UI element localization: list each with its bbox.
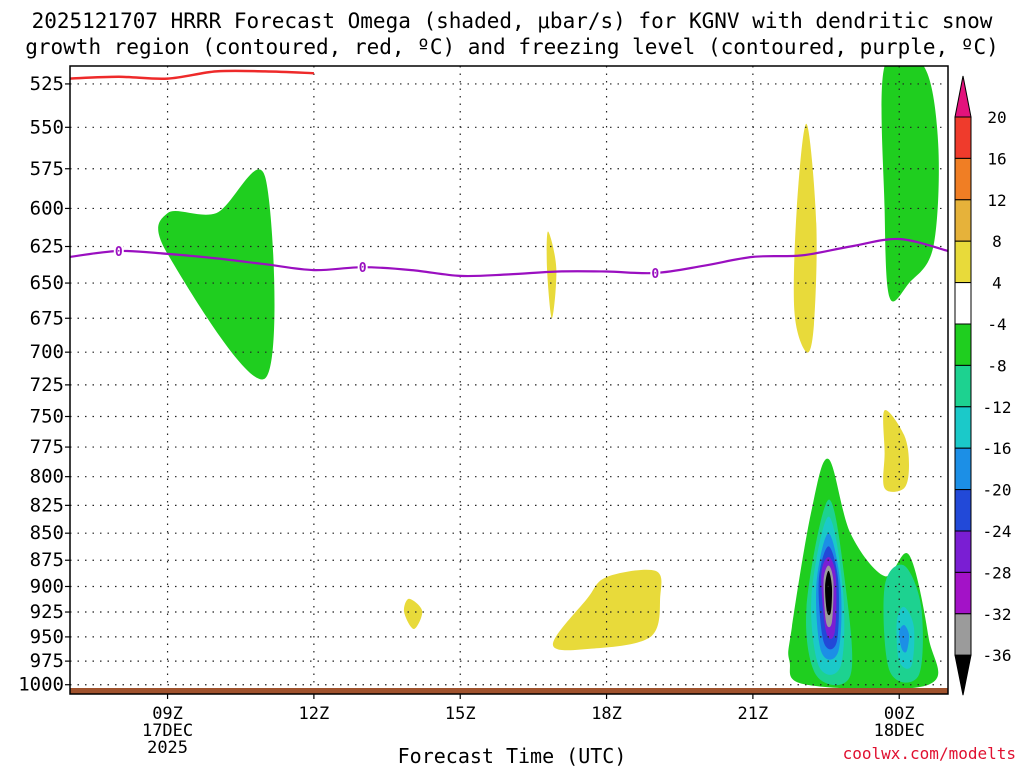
colorbar-segment xyxy=(954,571,972,615)
x-tick-label: 12Z xyxy=(299,704,330,724)
freezing-level-label: 0 xyxy=(115,245,123,260)
colorbar-segment xyxy=(954,116,972,159)
y-tick-label: 600 xyxy=(30,197,64,219)
y-tick-label: 525 xyxy=(30,73,64,95)
colorbar-segment xyxy=(954,282,972,325)
colorbar-label: 20 xyxy=(987,108,1006,127)
freezing-level-label-bg xyxy=(113,243,124,258)
colorbar-label: -16 xyxy=(983,439,1012,458)
freezing-level-label-bg xyxy=(357,260,368,275)
freezing-level-line xyxy=(70,237,948,278)
colorbar-label: -36 xyxy=(983,646,1012,665)
y-tick-label: 675 xyxy=(30,307,64,329)
colorbar-label: -4 xyxy=(987,315,1006,334)
x-axis-label: Forecast Time (UTC) xyxy=(397,744,627,768)
plot-area: 0 0 0 xyxy=(70,66,948,694)
colorbar-label: -32 xyxy=(983,605,1012,624)
colorbar-segment xyxy=(954,240,972,284)
colorbar-top-arrow xyxy=(954,75,972,118)
colorbar-label: -20 xyxy=(983,481,1012,500)
chart-title: 2025121707 HRRR Forecast Omega (shaded, … xyxy=(0,8,1024,60)
omega-yellow-dot-1400 xyxy=(403,598,423,630)
omega-yellow-streak-1650 xyxy=(546,231,557,319)
colorbar-label: 8 xyxy=(992,232,1002,251)
y-tick-label: 550 xyxy=(30,116,64,138)
x-tick-label: 18Z xyxy=(591,704,622,724)
colorbar-label: -28 xyxy=(983,563,1012,582)
x-tick-label: 00Z xyxy=(884,704,915,724)
credit-link[interactable]: coolwx.com/modelts xyxy=(842,744,1016,763)
y-tick-label: 625 xyxy=(30,235,64,257)
colorbar-label: -24 xyxy=(983,522,1012,541)
y-tick-label: 800 xyxy=(30,466,64,488)
y-tick-label: 975 xyxy=(30,650,64,672)
x-tick-label: 15Z xyxy=(445,704,476,724)
omega-green-lobe-upper-left xyxy=(158,169,275,380)
colorbar-label: -12 xyxy=(983,398,1012,417)
colorbar-label: 12 xyxy=(987,191,1006,210)
title-line-1: 2025121707 HRRR Forecast Omega (shaded, … xyxy=(31,9,993,33)
colorbar-label: -8 xyxy=(987,356,1006,375)
colorbar-segment xyxy=(954,613,972,656)
x-tick-label: 21Z xyxy=(738,704,769,724)
y-tick-label: 950 xyxy=(30,626,64,648)
colorbar-segment xyxy=(954,530,972,573)
x-tick-year: 2025 xyxy=(147,738,188,758)
y-tick-label: 825 xyxy=(30,494,64,516)
freezing-level-label: 0 xyxy=(359,261,367,276)
plot-frame xyxy=(69,65,949,695)
omega-yellow-plume-2230 xyxy=(793,123,817,353)
y-tick-label: 875 xyxy=(30,549,64,571)
y-tick-label: 1000 xyxy=(18,674,64,696)
colorbar-label: 4 xyxy=(992,274,1002,293)
colorbar-segment xyxy=(954,489,972,532)
colorbar: 20 16 12 8 4 -4 -8 -12 -16 -20 -24 -28 -32 -36 xyxy=(954,75,1012,696)
y-tick-label: 700 xyxy=(30,341,64,363)
y-tick-label: 775 xyxy=(30,436,64,458)
colorbar-segment xyxy=(954,323,972,366)
omega-yellow-blob-2400 xyxy=(883,409,909,492)
omega-yellow-blob-1800 xyxy=(552,569,662,651)
dgz-contour xyxy=(70,69,314,81)
omega-omega-core-black xyxy=(825,570,833,616)
surface-band xyxy=(70,688,948,694)
y-tick-label: 650 xyxy=(30,272,64,294)
colorbar-label: 16 xyxy=(987,149,1006,168)
y-tick-label: 900 xyxy=(30,575,64,597)
x-tick-date: 17DEC xyxy=(142,721,193,741)
colorbar-bottom-arrow xyxy=(954,654,972,696)
freezing-level-label: 0 xyxy=(651,267,659,282)
y-tick-label: 575 xyxy=(30,158,64,180)
colorbar-segment xyxy=(954,364,972,408)
colorbar-segment xyxy=(954,406,972,449)
y-tick-label: 850 xyxy=(30,522,64,544)
colorbar-segment xyxy=(954,157,972,201)
x-tick-label: 09Z xyxy=(152,704,183,724)
colorbar-segment xyxy=(954,199,972,242)
y-tick-label: 925 xyxy=(30,601,64,623)
y-tick-label: 750 xyxy=(30,405,64,427)
x-tick-date: 18DEC xyxy=(874,721,925,741)
y-tick-label: 725 xyxy=(30,374,64,396)
omega-green-plume-upper-right xyxy=(881,66,939,302)
freezing-level-label-bg xyxy=(650,265,661,280)
colorbar-segment xyxy=(954,447,972,491)
omega-secondary-cell-core xyxy=(899,624,910,653)
title-line-2: growth region (contoured, red, ºC) and f… xyxy=(25,35,999,59)
